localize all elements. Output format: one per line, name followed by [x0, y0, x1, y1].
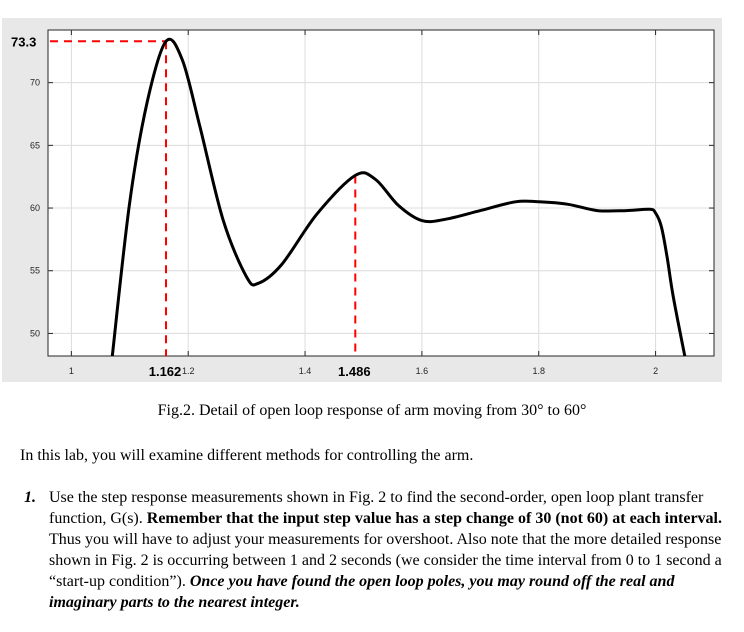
y-tick-label: 55 [30, 266, 40, 276]
peak-annotations: 73.3 1.162 1.486 [11, 34, 371, 379]
x-tick-label: 1.4 [299, 366, 312, 376]
x-tick-label: 1 [69, 366, 74, 376]
question-part-4: Once you have found the open loop poles,… [49, 573, 675, 611]
question-body: Use the step response measurements shown… [49, 487, 730, 613]
x-tick-label: 1.6 [416, 366, 429, 376]
plot-area [47, 29, 715, 357]
axis-ticks: 1 1.2 1.4 1.6 1.8 2 50 55 60 65 70 [30, 30, 714, 376]
y-tick-label: 60 [30, 203, 40, 213]
question-number: 1. [24, 489, 36, 506]
figure-caption: Fig.2. Detail of open loop response of a… [157, 402, 587, 419]
y-tick-label: 50 [30, 328, 40, 338]
question-1: 1. Use the step response measurements sh… [20, 487, 730, 613]
annotation-x-label: 1.162 [149, 364, 182, 379]
x-tick-label: 1.2 [182, 366, 195, 376]
question-part-2: Remember that the input step value has a… [146, 510, 722, 527]
response-curve [110, 37, 687, 357]
intro-paragraph: In this lab, you will examine different … [20, 447, 474, 464]
response-figure: 1 1.2 1.4 1.6 1.8 2 50 55 60 65 70 73.3 1.162 1.486 [2, 18, 722, 382]
y-tick-label: 70 [30, 78, 40, 88]
x-tick-label: 2 [653, 366, 658, 376]
grid-lines [48, 30, 714, 356]
annotation-y-label: 73.3 [11, 34, 36, 49]
annotation-x-label: 1.486 [338, 364, 371, 379]
question-part-1: Use the step response measurements shown… [49, 489, 704, 527]
y-tick-label: 65 [30, 140, 40, 150]
question-part-3: Thus you will have to adjust your measur… [49, 531, 722, 590]
x-tick-label: 1.8 [532, 366, 545, 376]
